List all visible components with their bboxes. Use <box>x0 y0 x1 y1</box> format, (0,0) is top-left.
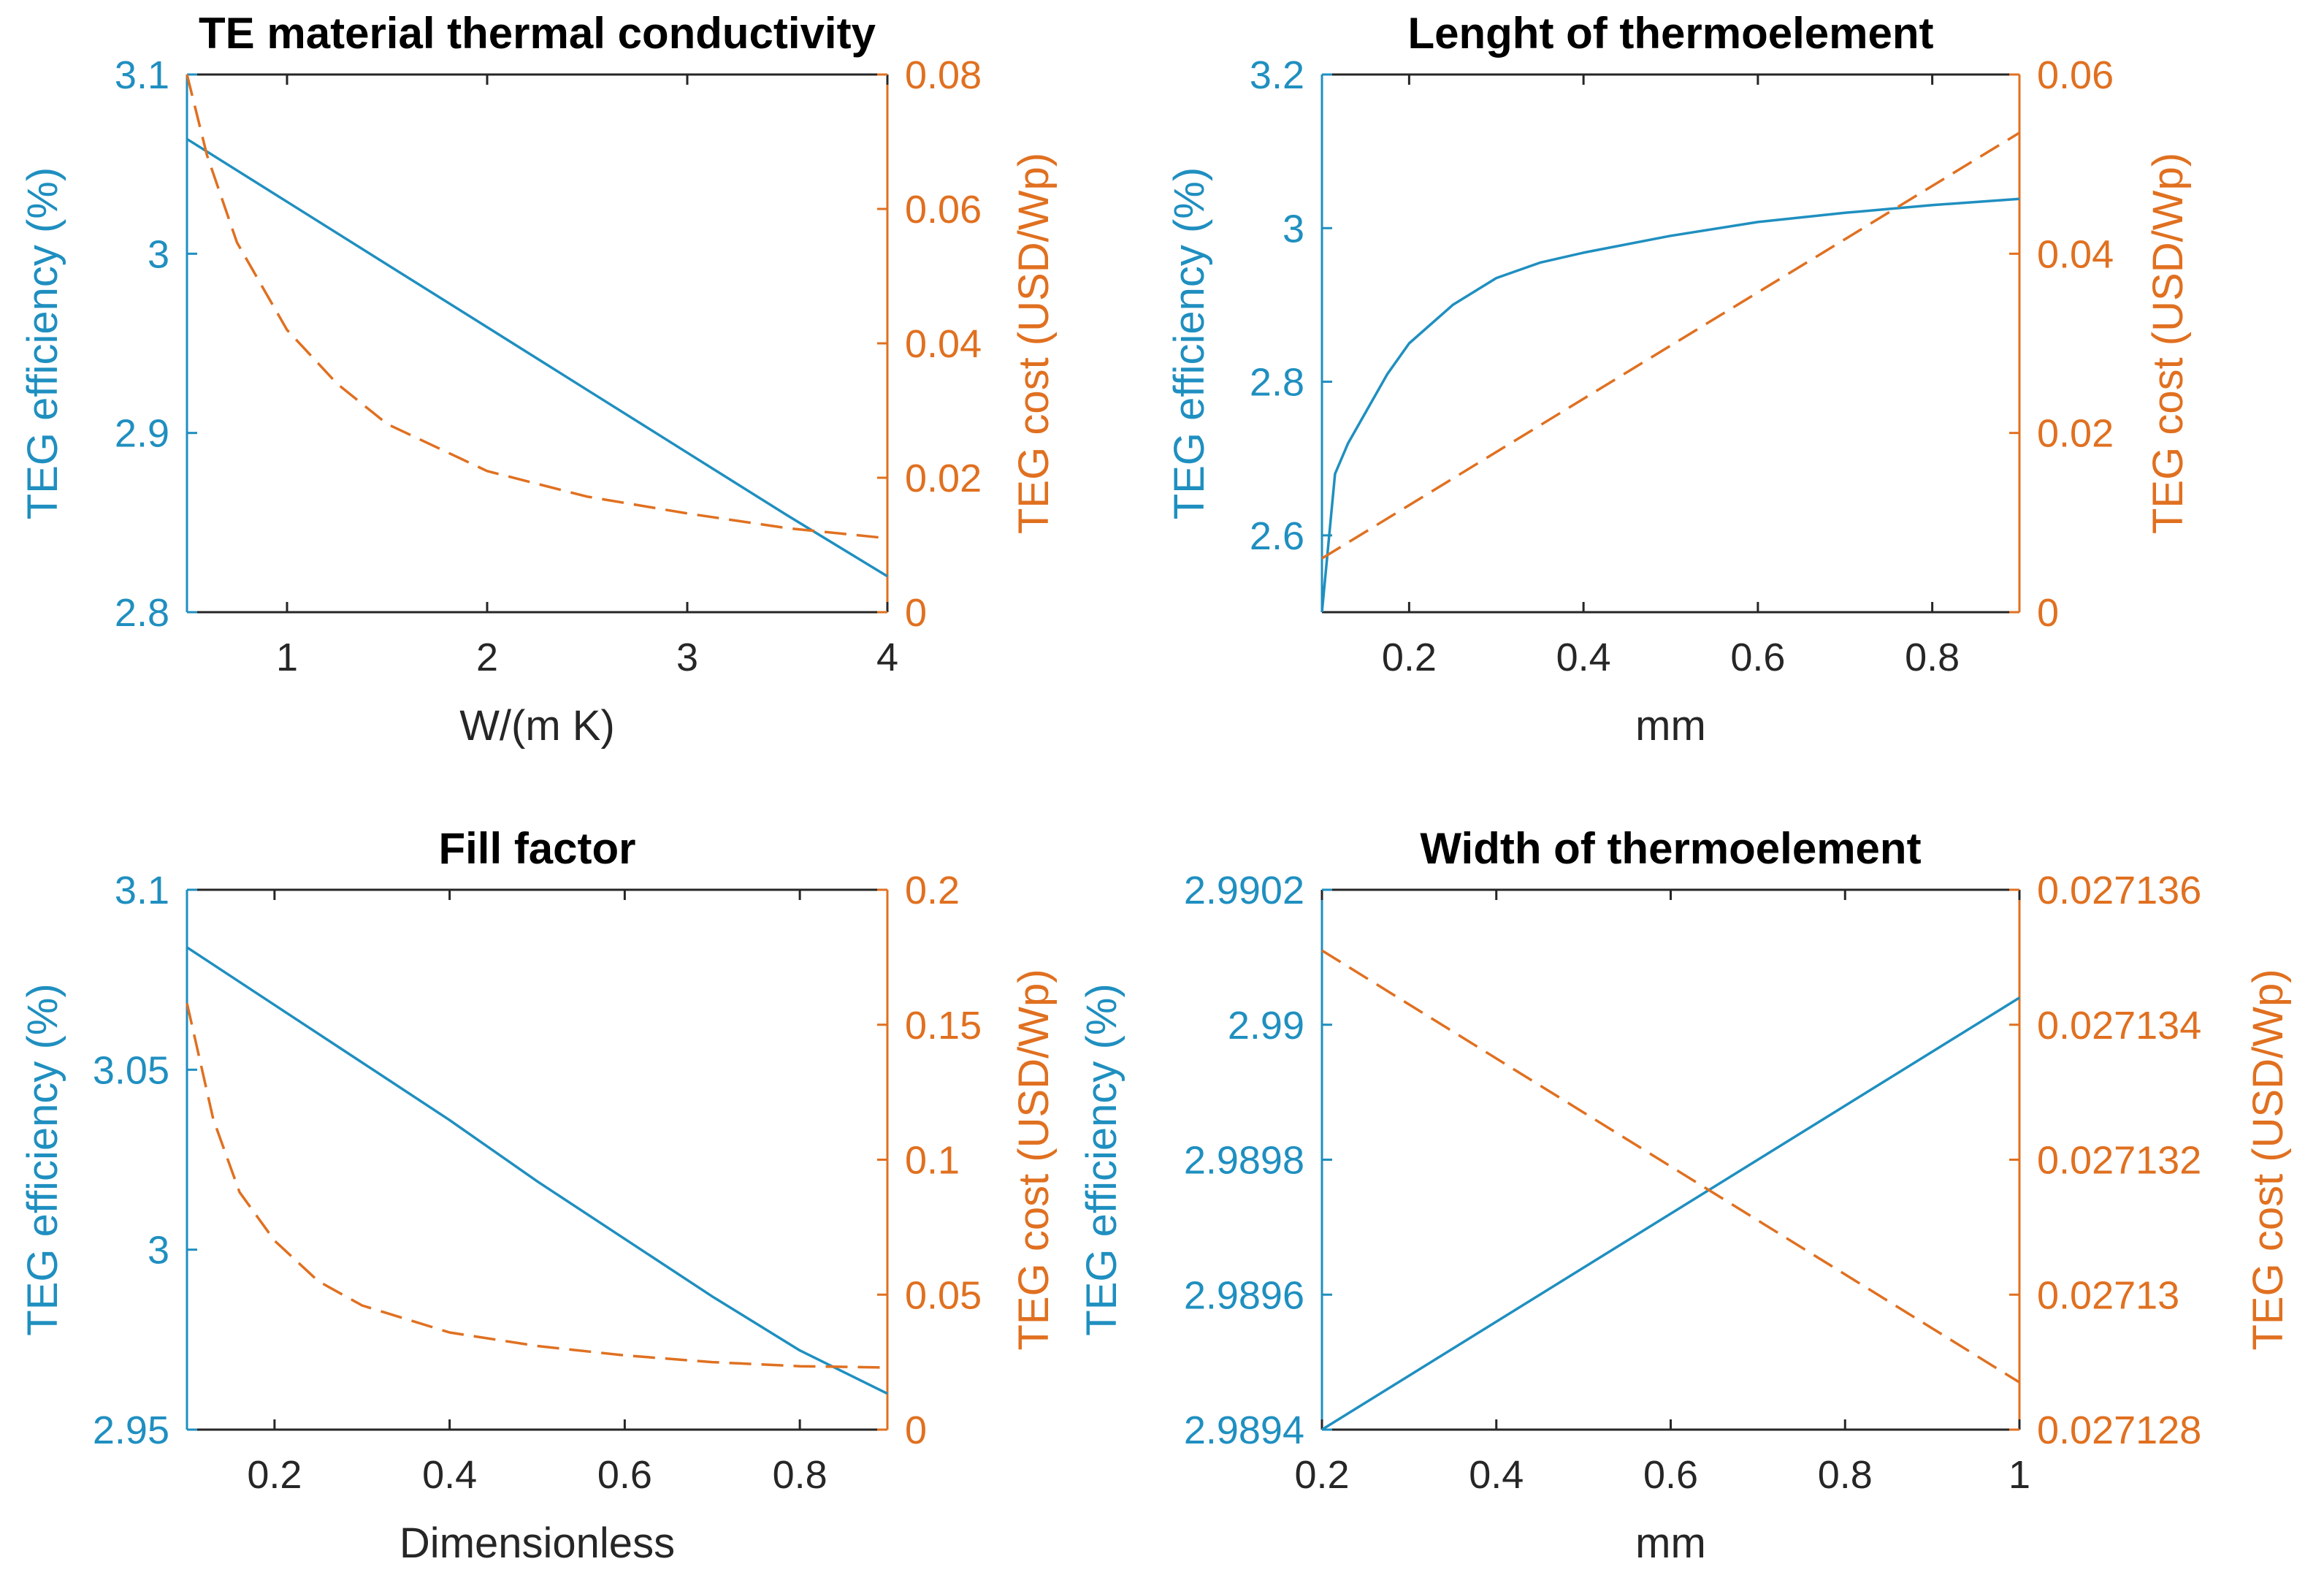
x-tick-label: 0.8 <box>1818 1453 1873 1497</box>
left-y-tick-label: 2.8 <box>1250 361 1304 405</box>
left-y-tick-label: 3.2 <box>1250 53 1304 97</box>
right-y-tick-label: 0.06 <box>2037 53 2114 97</box>
right-y-tick-label: 0.02 <box>905 457 982 500</box>
chart-panel-4: Width of thermoelement 0.2 0.4 0.6 0.8 1 2.989… <box>1078 824 2292 1567</box>
right-y-tick-label: 0.027132 <box>2037 1139 2201 1183</box>
left-y-axis-label: TEG efficiency (%) <box>19 167 66 519</box>
left-y-tick-label: 2.95 <box>93 1408 169 1452</box>
right-y-tick-label: 0.02 <box>2037 412 2114 456</box>
right-y-tick-label: 0.15 <box>905 1004 982 1048</box>
right-y-tick-label: 0.027136 <box>2037 869 2201 912</box>
x-tick-label: 1 <box>2008 1453 2030 1497</box>
right-y-tick-label: 0.027128 <box>2037 1408 2201 1452</box>
left-y-tick-label: 2.9902 <box>1184 869 1304 912</box>
left-y-tick-label: 3 <box>1283 207 1304 251</box>
left-y-tick-label: 2.6 <box>1250 514 1304 558</box>
left-y-tick-label: 3.05 <box>93 1048 169 1092</box>
right-y-tick-label: 0.08 <box>905 53 982 97</box>
right-y-tick-label: 0.2 <box>905 869 960 912</box>
right-y-axis-label: TEG cost (USD/Wp) <box>2244 969 2292 1350</box>
left-y-tick-label: 3 <box>148 232 169 276</box>
left-y-tick-label: 3 <box>148 1229 169 1273</box>
right-y-tick-label: 0.027134 <box>2037 1004 2201 1048</box>
left-y-tick-label: 2.9898 <box>1184 1139 1304 1183</box>
right-y-tick-label: 0.02713 <box>2037 1273 2179 1317</box>
left-y-tick-label: 2.9894 <box>1184 1408 1304 1452</box>
right-y-axis-label: TEG cost (USD/Wp) <box>2144 153 2192 534</box>
left-y-tick-label: 3.1 <box>115 869 169 912</box>
chart-panel-3: Fill factor 0.2 0.4 0.6 0.8 2.95 3 3.05 3.1 0 0.05… <box>19 824 1058 1567</box>
right-y-tick-label: 0.04 <box>905 322 982 366</box>
left-y-axis-label: TEG efficiency (%) <box>1078 983 1125 1335</box>
cost-dashed-line <box>186 74 888 540</box>
left-y-tick-label: 2.99 <box>1228 1004 1304 1048</box>
left-y-tick-label: 3.1 <box>115 53 169 97</box>
cost-dashed-line <box>186 1002 888 1369</box>
x-tick-label: 0.2 <box>247 1453 302 1497</box>
x-axis-label: Dimensionless <box>400 1519 675 1567</box>
left-y-tick-label: 2.8 <box>115 591 169 635</box>
x-tick-label: 0.2 <box>1382 636 1437 679</box>
right-y-axis-label: TEG cost (USD/Wp) <box>1010 969 1058 1350</box>
left-y-tick-label: 2.9896 <box>1184 1273 1304 1317</box>
x-tick-label: 0.6 <box>1643 1453 1698 1497</box>
chart-panel-1: TE material thermal conductivity 1 2 3 4 2.8 2… <box>19 9 1058 750</box>
x-axis-label: mm <box>1635 702 1706 750</box>
x-tick-label: 0.4 <box>1469 1453 1524 1497</box>
x-tick-label: 0.6 <box>597 1453 652 1497</box>
right-y-tick-label: 0 <box>2037 591 2059 635</box>
right-y-tick-label: 0.05 <box>905 1273 982 1317</box>
cost-dashed-line <box>1321 131 2020 560</box>
x-tick-label: 3 <box>676 636 698 679</box>
x-tick-label: 0.4 <box>422 1453 477 1497</box>
x-tick-label: 0.6 <box>1730 636 1785 679</box>
x-tick-label: 0.8 <box>1905 636 1960 679</box>
right-y-tick-label: 0 <box>905 1408 927 1452</box>
right-y-axis-label: TEG cost (USD/Wp) <box>1010 153 1058 534</box>
chart-title: Width of thermoelement <box>1420 824 1921 873</box>
x-tick-label: 0.4 <box>1556 636 1611 679</box>
chart-title: Lenght of thermoelement <box>1407 9 1933 58</box>
x-axis-label: mm <box>1635 1519 1706 1567</box>
x-tick-label: 2 <box>476 636 498 679</box>
efficiency-line <box>186 137 888 578</box>
left-y-axis-label: TEG efficiency (%) <box>1166 167 1213 519</box>
right-y-tick-label: 0 <box>905 591 927 635</box>
efficiency-line <box>186 946 888 1395</box>
right-y-tick-label: 0.04 <box>2037 232 2114 276</box>
x-tick-label: 1 <box>276 636 298 679</box>
chart-title: Fill factor <box>438 824 635 873</box>
x-axis-label: W/(m K) <box>459 702 615 750</box>
chart-title: TE material thermal conductivity <box>199 9 876 58</box>
x-tick-label: 4 <box>876 636 898 679</box>
x-tick-label: 0.2 <box>1294 1453 1349 1497</box>
efficiency-line <box>1321 996 2020 1431</box>
x-tick-label: 0.8 <box>773 1453 827 1497</box>
right-y-tick-label: 0.06 <box>905 188 982 232</box>
right-y-tick-label: 0.1 <box>905 1139 960 1183</box>
left-y-axis-label: TEG efficiency (%) <box>19 983 66 1335</box>
chart-panel-2: Lenght of thermoelement 0.2 0.4 0.6 0.8 2.6 2.… <box>1166 9 2192 750</box>
cost-dashed-line <box>1321 949 2020 1384</box>
efficiency-line <box>1320 197 2020 613</box>
left-y-tick-label: 2.9 <box>115 412 169 456</box>
